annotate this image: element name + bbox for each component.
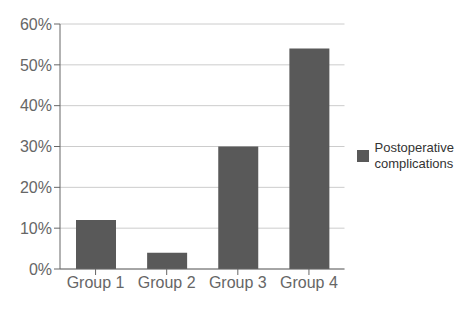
svg-text:60%: 60% [20, 16, 52, 33]
svg-text:30%: 30% [20, 138, 52, 155]
svg-text:Group 2: Group 2 [138, 274, 196, 291]
svg-text:10%: 10% [20, 220, 52, 237]
svg-text:50%: 50% [20, 57, 52, 74]
svg-text:Group 3: Group 3 [209, 274, 267, 291]
svg-text:Group 4: Group 4 [280, 274, 338, 291]
svg-text:0%: 0% [29, 261, 52, 278]
html-text:Postoperative complications: Postoperative complications [374, 139, 454, 171]
svg-text:20%: 20% [20, 179, 52, 196]
svg-text:40%: 40% [20, 97, 52, 114]
svg-text:Group 1: Group 1 [67, 274, 125, 291]
